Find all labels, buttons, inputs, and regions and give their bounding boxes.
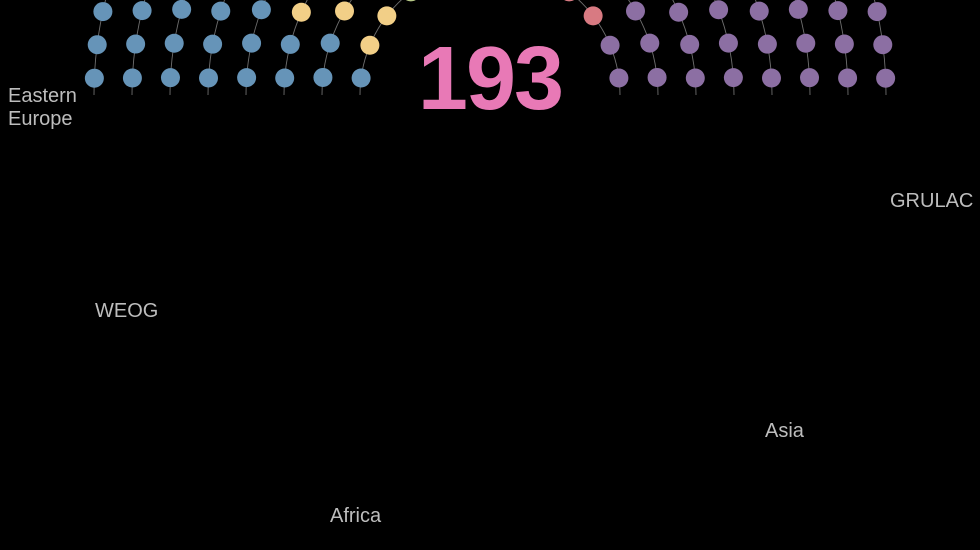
group-label-asia: Asia — [765, 420, 804, 443]
seat-dot — [292, 3, 311, 22]
seat-dot — [123, 68, 142, 87]
seat-dot — [796, 34, 815, 53]
total-count: 193 — [418, 28, 562, 131]
seat-dot — [275, 68, 294, 87]
seat-dot — [789, 0, 808, 19]
seat-dot — [252, 0, 271, 19]
seat-dot — [126, 35, 145, 54]
seat-dot — [680, 35, 699, 54]
seat-dot — [669, 3, 688, 22]
group-label-grulac: GRULAC — [890, 190, 973, 213]
seat-dot — [88, 35, 107, 54]
seat-dot — [758, 35, 777, 54]
seat-dot — [876, 69, 895, 88]
seat-dot — [560, 0, 579, 1]
group-label-africa: Africa — [330, 505, 381, 528]
seat-dot — [648, 68, 667, 87]
seat-dot — [724, 68, 743, 87]
seat-dot — [719, 34, 738, 53]
seat-dot — [352, 69, 371, 88]
seat-dot — [584, 6, 603, 25]
seat-dot — [237, 68, 256, 87]
seat-dot — [601, 36, 620, 55]
seat-dot — [401, 0, 420, 1]
seat-dot — [686, 68, 705, 87]
group-label-eastern_europe: Eastern Europe — [8, 85, 77, 131]
seat-dot — [360, 36, 379, 55]
seat-dot — [609, 69, 628, 88]
seat-dot — [750, 2, 769, 21]
seat-dot — [133, 1, 152, 20]
seat-dot — [873, 35, 892, 54]
seat-dot — [838, 68, 857, 87]
seat-dot — [835, 35, 854, 54]
seat-dot — [640, 34, 659, 53]
seat-dot — [199, 68, 218, 87]
seat-dot — [868, 2, 887, 21]
seat-dot — [93, 2, 112, 21]
seat-dot — [85, 69, 104, 88]
seat-dot — [172, 0, 191, 19]
seat-dot — [828, 1, 847, 20]
seat-dot — [313, 68, 332, 87]
seat-dot — [762, 68, 781, 87]
seat-dot — [800, 68, 819, 87]
seat-dot — [335, 2, 354, 21]
seat-dot — [211, 2, 230, 21]
seat-dot — [626, 2, 645, 21]
seat-dot — [321, 34, 340, 53]
group-label-weog: WEOG — [95, 300, 158, 323]
seat-dot — [161, 68, 180, 87]
seat-dot — [377, 6, 396, 25]
hemicycle-chart: 193 Eastern Europe WEOG Africa Asia GRULAC — [0, 0, 980, 550]
seat-dot — [165, 34, 184, 53]
seat-dot — [242, 34, 261, 53]
seat-dot — [709, 0, 728, 19]
seat-dot — [203, 35, 222, 54]
seat-dot — [281, 35, 300, 54]
